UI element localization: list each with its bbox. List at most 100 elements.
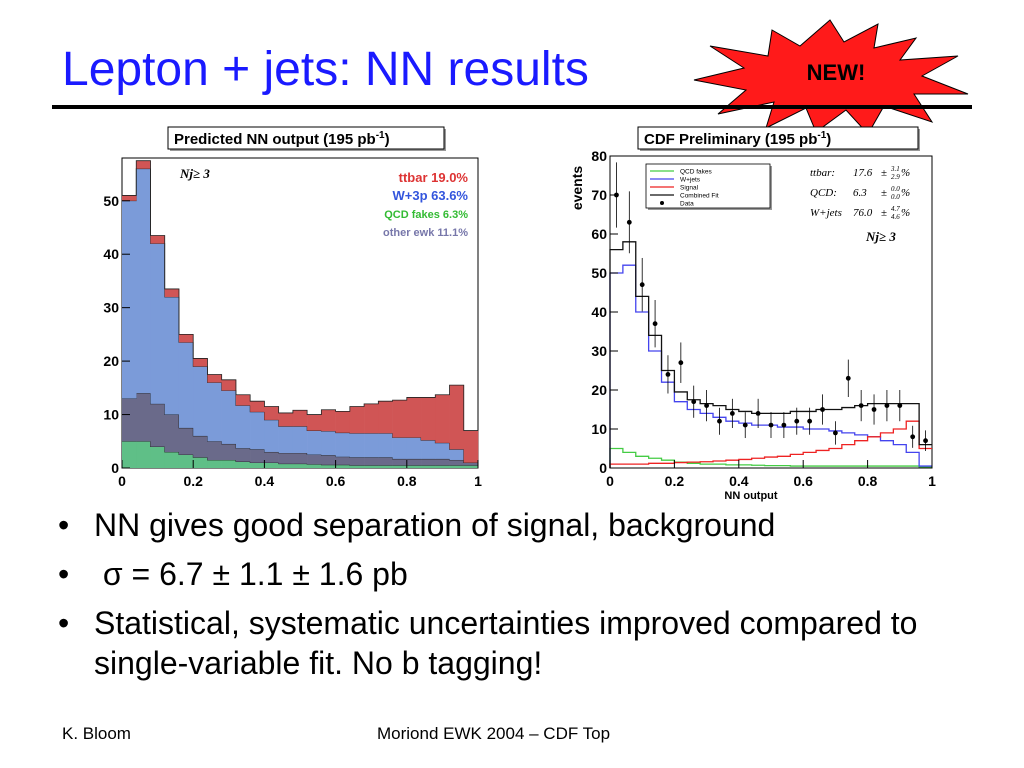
histogram-bar: [321, 409, 336, 432]
histogram-bar: [150, 243, 166, 404]
data-point: [704, 403, 709, 408]
data-point: [742, 422, 748, 428]
data-point: [910, 434, 916, 440]
y-tick-label: 30: [103, 300, 119, 316]
data-point: [871, 407, 877, 412]
y-tick-label: 20: [103, 353, 119, 369]
histogram-bar: [178, 454, 194, 468]
histogram-bar: [150, 403, 166, 447]
y-tick-label: 50: [591, 265, 607, 281]
histogram-bar: [292, 410, 308, 427]
fit-result-err-down: 0.0: [891, 193, 900, 201]
chart-title-text: Predicted NN output (195 pb: [174, 131, 376, 148]
histogram-bar: [164, 451, 180, 468]
legend-entry: ttbar 19.0%: [399, 170, 469, 185]
histogram-bar: [378, 401, 393, 434]
histogram-bar: [406, 458, 422, 466]
histogram-bar: [250, 411, 265, 450]
y-tick-label: 20: [591, 382, 607, 398]
x-tick-label: 0.4: [729, 473, 749, 489]
chart-title-text: CDF Preliminary (195 pb: [644, 131, 817, 148]
y-tick-label: 10: [591, 421, 607, 437]
legend-entry: QCD fakes 6.3%: [384, 209, 468, 221]
legend-entry: Combined Fit: [680, 193, 719, 200]
fit-result-err-down: 4.6: [891, 213, 900, 221]
histogram-bar: [421, 397, 436, 441]
histogram-bar: [349, 406, 365, 434]
x-tick-label: 0.6: [326, 473, 346, 489]
fit-result-value: 6.3: [853, 187, 867, 199]
histogram-bar: [349, 457, 365, 466]
data-point: [652, 321, 658, 327]
data-point: [820, 407, 825, 412]
histogram-bar: [378, 465, 393, 468]
histogram-bar: [378, 433, 393, 458]
fit-result-label: QCD:: [810, 187, 837, 199]
histogram-bar: [193, 435, 208, 458]
fit-result-label: W+jets: [810, 207, 842, 219]
y-tick-label: 0: [111, 460, 119, 476]
bullet-text: σ = 6.7 ± 1.1 ± 1.6 pb: [94, 556, 408, 592]
chart-title-superscript: -1: [817, 130, 826, 141]
footer-conference: Moriond EWK 2004 – CDF Top: [377, 724, 611, 743]
histogram-bar: [449, 465, 465, 468]
histogram-bar: [136, 168, 151, 394]
histogram-bar: [435, 394, 450, 443]
fit-result-err-up: 0.0: [891, 185, 900, 193]
x-tick-label: 0.6: [793, 473, 813, 489]
x-tick-label: 0: [118, 473, 126, 489]
bullet-marker: •: [58, 605, 70, 641]
chart-title: CDF Preliminary (195 pb-1): [644, 130, 831, 148]
histogram-bar: [449, 449, 465, 460]
data-point: [923, 438, 928, 444]
histogram-bar: [406, 465, 422, 468]
chart-title-end: ): [826, 131, 831, 148]
data-point: [781, 422, 787, 428]
histogram-bar: [221, 443, 237, 460]
histogram-bar: [164, 288, 180, 297]
y-tick-label: 70: [591, 187, 607, 203]
y-axis-label: events: [569, 166, 585, 211]
histogram-bar: [392, 437, 408, 459]
fit-result-value: 17.6: [853, 167, 873, 179]
bullet-item: • Statistical, systematic uncertainties i…: [58, 603, 988, 683]
bullet-item: • NN gives good separation of signal, bac…: [58, 505, 988, 545]
histogram-bar: [150, 235, 166, 244]
histogram-bar: [463, 462, 479, 466]
histogram-bar: [364, 457, 379, 466]
title-box: [167, 126, 445, 150]
histogram-bar: [278, 463, 294, 468]
histogram-bar: [221, 390, 237, 444]
histogram-bar: [292, 463, 308, 468]
histogram-bar: [207, 441, 222, 460]
bullet-text: NN gives good separation of signal, back…: [94, 507, 776, 543]
histogram-bar: [178, 427, 194, 455]
histogram-bar: [321, 431, 336, 456]
histogram-bar: [150, 446, 166, 468]
histogram-bar: [435, 465, 450, 468]
histogram-bar: [392, 458, 408, 466]
x-tick-label: 0.8: [397, 473, 417, 489]
legend-entry: Data: [680, 201, 694, 208]
histogram-bar: [364, 403, 379, 434]
fit-result-pm: ±: [881, 187, 887, 199]
data-point: [755, 411, 761, 416]
histogram-bar: [122, 441, 137, 468]
histogram-bar: [193, 358, 208, 367]
data-point: [717, 418, 722, 424]
histogram-bar: [278, 412, 294, 427]
y-tick-label: 40: [103, 246, 119, 262]
histogram-bar: [307, 464, 322, 468]
histogram-bar: [378, 457, 393, 466]
legend-entry: W+jets: [680, 177, 701, 184]
histogram-bar: [421, 458, 436, 466]
histogram-bar: [435, 458, 450, 466]
jet-multiplicity-label: Nj≥ 3: [179, 166, 210, 181]
histogram-bar: [221, 379, 237, 391]
histogram-bar: [136, 393, 151, 442]
jet-multiplicity-label: Nj≥ 3: [865, 229, 896, 244]
histogram-outline: [122, 160, 478, 431]
x-tick-label: 0.2: [665, 473, 685, 489]
histogram-bar: [193, 457, 208, 468]
data-point: [884, 403, 890, 408]
